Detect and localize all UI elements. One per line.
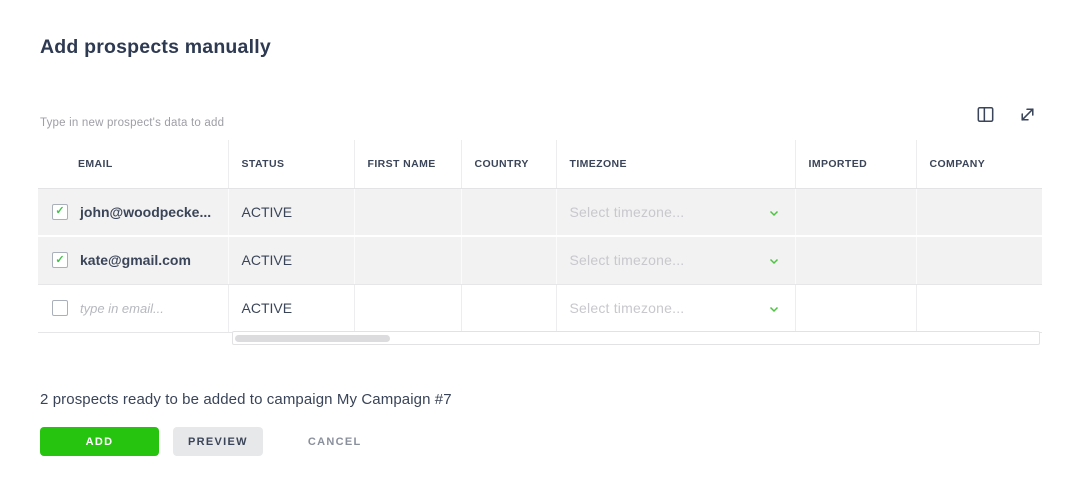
column-header-email: EMAIL bbox=[38, 140, 228, 189]
new-prospect-row: ACTIVE Select timezone... bbox=[38, 284, 1042, 333]
table-toolbar bbox=[972, 101, 1040, 127]
preview-button[interactable]: PREVIEW bbox=[173, 427, 263, 456]
timezone-select[interactable]: Select timezone... bbox=[570, 285, 789, 331]
horizontal-scrollbar[interactable] bbox=[232, 331, 1040, 345]
expand-icon[interactable] bbox=[1014, 101, 1040, 127]
prospects-table: EMAIL STATUS FIRST NAME COUNTRY TIMEZONE… bbox=[38, 140, 1042, 333]
timezone-select[interactable]: Select timezone... bbox=[570, 237, 789, 283]
cell-email: ✓ kate@gmail.com bbox=[38, 236, 228, 285]
column-header-company: COMPANY bbox=[915, 140, 1042, 189]
cell-country[interactable] bbox=[460, 284, 556, 333]
cell-company[interactable] bbox=[915, 284, 1042, 333]
cell-timezone: Select timezone... bbox=[555, 284, 795, 333]
add-button[interactable]: ADD bbox=[40, 427, 159, 456]
column-header-imported: IMPORTED bbox=[794, 140, 916, 189]
cell-company[interactable] bbox=[915, 236, 1042, 285]
cell-status[interactable]: ACTIVE bbox=[227, 236, 354, 285]
cancel-button[interactable]: CANCEL bbox=[308, 427, 362, 456]
cell-email bbox=[38, 284, 228, 333]
column-header-first-name: FIRST NAME bbox=[353, 140, 461, 189]
cell-country[interactable] bbox=[460, 236, 556, 285]
cell-imported[interactable] bbox=[794, 284, 916, 333]
prospects-summary: 2 prospects ready to be added to campaig… bbox=[40, 391, 452, 408]
page-subtitle: Type in new prospect's data to add bbox=[40, 117, 225, 129]
column-header-country: COUNTRY bbox=[460, 140, 556, 189]
cell-first-name[interactable] bbox=[353, 236, 461, 285]
cell-country[interactable] bbox=[460, 188, 556, 237]
action-buttons: ADD PREVIEW CANCEL bbox=[40, 427, 361, 456]
chevron-down-icon bbox=[769, 252, 779, 268]
timezone-select[interactable]: Select timezone... bbox=[570, 189, 789, 234]
cell-company[interactable] bbox=[915, 188, 1042, 237]
columns-layout-icon[interactable] bbox=[972, 101, 998, 127]
email-value[interactable]: kate@gmail.com bbox=[80, 252, 191, 269]
email-input[interactable] bbox=[80, 300, 210, 316]
prospect-row: ✓ john@woodpecke... ACTIVE Select timezo… bbox=[38, 188, 1042, 237]
cell-imported[interactable] bbox=[794, 236, 916, 285]
prospect-row: ✓ kate@gmail.com ACTIVE Select timezone.… bbox=[38, 236, 1042, 285]
row-checkbox[interactable]: ✓ bbox=[52, 203, 68, 220]
cell-imported[interactable] bbox=[794, 188, 916, 237]
column-header-timezone: TIMEZONE bbox=[555, 140, 795, 189]
cell-status[interactable]: ACTIVE bbox=[227, 188, 354, 237]
email-value[interactable]: john@woodpecke... bbox=[80, 203, 212, 220]
cell-email: ✓ john@woodpecke... bbox=[38, 188, 228, 237]
cell-status[interactable]: ACTIVE bbox=[227, 284, 354, 333]
cell-timezone: Select timezone... bbox=[555, 188, 795, 237]
row-checkbox[interactable] bbox=[52, 300, 68, 316]
table-header-row: EMAIL STATUS FIRST NAME COUNTRY TIMEZONE… bbox=[38, 140, 1042, 189]
row-checkbox[interactable]: ✓ bbox=[52, 252, 68, 269]
cell-first-name[interactable] bbox=[353, 284, 461, 333]
chevron-down-icon bbox=[769, 300, 779, 316]
column-header-status: STATUS bbox=[227, 140, 354, 189]
cell-first-name[interactable] bbox=[353, 188, 461, 237]
chevron-down-icon bbox=[769, 204, 779, 220]
page-title: Add prospects manually bbox=[40, 36, 271, 58]
horizontal-scrollbar-thumb[interactable] bbox=[235, 335, 390, 342]
cell-timezone: Select timezone... bbox=[555, 236, 795, 285]
